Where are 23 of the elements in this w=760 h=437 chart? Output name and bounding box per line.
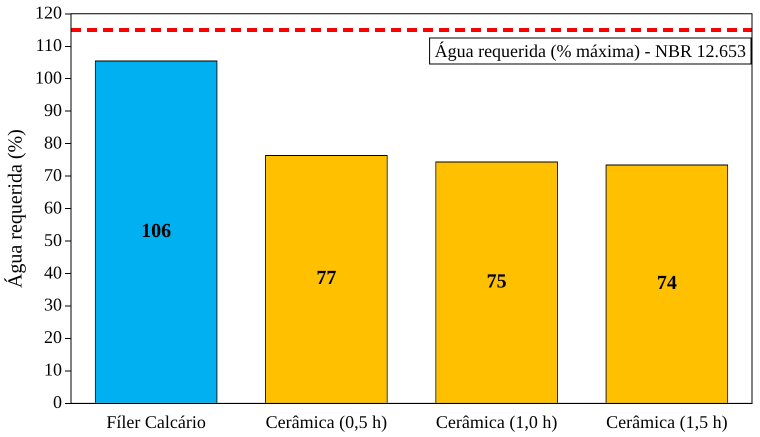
y-tick-label: 0 — [53, 392, 62, 412]
y-tick-label: 30 — [44, 294, 62, 315]
y-tick-label: 110 — [36, 35, 62, 55]
x-tick-label: Cerâmica (1,0 h) — [436, 412, 558, 432]
x-tick-label: Cerâmica (0,5 h) — [266, 412, 388, 432]
data-label: 75 — [486, 270, 507, 292]
y-tick-label: 60 — [44, 197, 62, 218]
x-tick-label: Fíler Calcário — [106, 412, 206, 432]
y-axis-title: Água requerida (%) — [3, 129, 26, 288]
y-tick-label: 40 — [44, 262, 62, 282]
y-tick-label: 80 — [44, 132, 62, 152]
y-tick-label: 70 — [44, 164, 62, 185]
y-tick-label: 120 — [35, 2, 62, 23]
y-tick-label: 20 — [44, 327, 62, 348]
y-tick-label: 50 — [44, 230, 62, 250]
data-label: 74 — [656, 272, 677, 294]
y-tick-label: 10 — [44, 360, 62, 380]
x-tick-label: Cerâmica (1,5 h) — [606, 412, 728, 432]
data-label: 106 — [141, 220, 172, 242]
y-tick-label: 100 — [35, 67, 62, 88]
ref-line-label: Água requerida (% máxima) - NBR 12.653 — [434, 40, 746, 61]
y-tick-label: 90 — [44, 100, 62, 120]
data-label: 77 — [316, 267, 336, 290]
